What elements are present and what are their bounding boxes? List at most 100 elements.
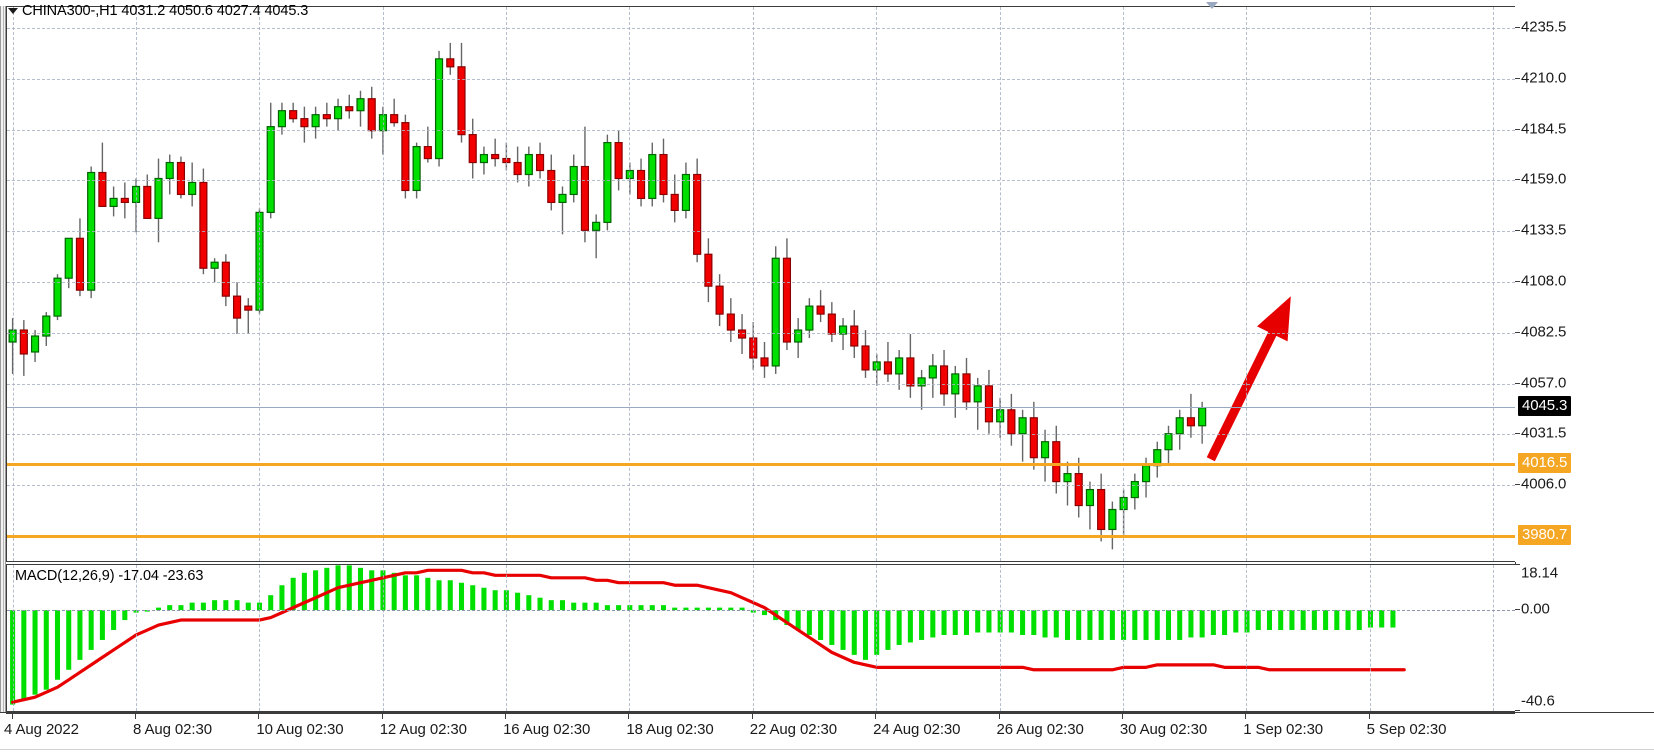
macd-histogram-bar: [301, 572, 307, 611]
candle-body: [1063, 473, 1072, 483]
macd-histogram-bar: [1154, 610, 1160, 640]
price-gridline-vertical: [1492, 7, 1494, 561]
macd-histogram-bar: [1266, 610, 1273, 631]
candle-body: [75, 237, 85, 291]
price-gridline: [7, 282, 1515, 283]
macd-gridline-vertical: [259, 565, 261, 711]
macd-indicator-panel[interactable]: MACD(12,26,9) -17.04 -23.63: [6, 564, 1515, 712]
macd-histogram-bar: [728, 607, 734, 611]
macd-histogram-bar: [458, 582, 465, 611]
macd-histogram-bar: [1289, 610, 1295, 631]
price-axis-tick: [1515, 179, 1520, 181]
time-axis-tick: [998, 713, 1000, 719]
macd-histogram-bar: [885, 610, 891, 650]
macd-histogram-bar: [99, 610, 105, 640]
price-gridline-vertical: [382, 7, 384, 561]
macd-histogram-bar: [369, 570, 375, 611]
time-axis-tick: [1245, 713, 1247, 719]
macd-histogram-bar: [559, 600, 566, 611]
price-gridline: [7, 231, 1515, 233]
support-level-line[interactable]: [7, 463, 1515, 467]
macd-histogram-bar: [851, 610, 857, 655]
candle-body: [760, 357, 769, 367]
price-axis-label: 4133.5: [1521, 221, 1567, 239]
price-gridline-vertical: [876, 7, 878, 561]
trend-arrow-head[interactable]: [1257, 296, 1291, 342]
candle-body: [345, 106, 354, 112]
support-level-line[interactable]: [7, 534, 1515, 538]
macd-signal-line: [11, 568, 1406, 704]
candle-body: [491, 153, 500, 160]
price-chart-panel[interactable]: [6, 6, 1515, 562]
candle-body: [434, 58, 444, 160]
macd-histogram-bar: [324, 567, 330, 611]
candle-body: [98, 171, 107, 208]
chevron-down-icon[interactable]: [1206, 2, 1218, 9]
support-level-badge[interactable]: 3980.7: [1518, 524, 1572, 545]
macd-histogram-bar: [200, 602, 206, 611]
macd-histogram-bar: [1064, 610, 1071, 640]
price-axis-label: 4235.5: [1521, 18, 1567, 36]
candle-body: [221, 261, 230, 297]
macd-gridline-vertical: [382, 565, 384, 711]
candle-body: [19, 329, 28, 355]
macd-gridline-vertical: [1369, 565, 1371, 711]
macd-axis[interactable]: 18.14 0.00 -40.6: [1515, 564, 1654, 712]
macd-histogram-bar: [1177, 610, 1183, 640]
macd-histogram-bar: [155, 607, 162, 611]
price-axis-label: 4159.0: [1521, 170, 1567, 188]
macd-histogram-bar: [672, 607, 678, 611]
price-axis[interactable]: 4235.5 4210.0 4184.5 4159.0 4133.5 4108.0 4082…: [1515, 6, 1654, 562]
macd-histogram-bar: [1087, 610, 1093, 640]
macd-gridline-vertical: [752, 565, 754, 711]
candle-body: [390, 114, 399, 124]
candle-body: [199, 181, 208, 269]
candle-body: [423, 145, 432, 160]
macd-histogram-bar: [1031, 610, 1037, 635]
macd-axis-label: 18.14: [1521, 564, 1559, 582]
macd-histogram-bar: [1165, 610, 1172, 640]
macd-histogram-bar: [1222, 610, 1228, 635]
macd-histogram-bar: [470, 585, 476, 611]
trend-arrow-shaft[interactable]: [1206, 326, 1279, 462]
macd-histogram-bar: [537, 597, 543, 611]
candle-body: [659, 153, 668, 196]
macd-histogram-bar: [122, 610, 128, 621]
time-axis-tick: [628, 713, 630, 719]
candle-body: [547, 169, 556, 204]
candle-body: [188, 181, 197, 196]
macd-gridline-vertical: [506, 565, 508, 711]
candle-body: [524, 153, 533, 176]
macd-histogram-bar: [279, 585, 285, 611]
macd-gridline-vertical: [135, 565, 137, 711]
price-axis-label: 4210.0: [1521, 69, 1567, 87]
support-level-badge[interactable]: 4016.5: [1518, 453, 1572, 474]
candle-body: [906, 357, 915, 387]
candle-body: [1141, 465, 1151, 483]
macd-gridline-vertical: [629, 565, 631, 711]
macd-histogram-bar: [941, 610, 947, 635]
macd-histogram-bar: [739, 607, 745, 611]
macd-histogram-bar: [649, 605, 655, 611]
time-axis-label: 30 Aug 02:30: [1119, 721, 1208, 738]
triangle-down-icon[interactable]: [8, 8, 18, 14]
price-gridline: [7, 27, 1515, 29]
candle-body: [827, 313, 836, 335]
macd-axis-tick: [1515, 609, 1520, 611]
price-panel-header: CHINA300-,H1 4031.2 4050.6 4027.4 4045.3: [22, 3, 309, 19]
time-axis-label: 18 Aug 02:30: [626, 721, 714, 738]
price-gridline-vertical: [752, 7, 754, 561]
macd-histogram-bar: [761, 610, 768, 616]
macd-histogram-bar: [840, 610, 846, 650]
candle-body: [771, 257, 780, 367]
macd-histogram-bar: [436, 580, 442, 611]
candle-body: [1052, 441, 1061, 483]
candle-body: [861, 345, 870, 371]
candle-body: [457, 66, 466, 136]
macd-histogram-bar: [492, 590, 498, 611]
time-axis[interactable]: 4 Aug 2022 8 Aug 02:30 10 Aug 02:30 12 Aug …: [0, 712, 1654, 754]
macd-histogram-bar: [54, 610, 61, 680]
price-axis-tick: [1515, 382, 1520, 384]
macd-histogram-bar: [1076, 610, 1082, 640]
macd-axis-tick: [1515, 564, 1520, 565]
